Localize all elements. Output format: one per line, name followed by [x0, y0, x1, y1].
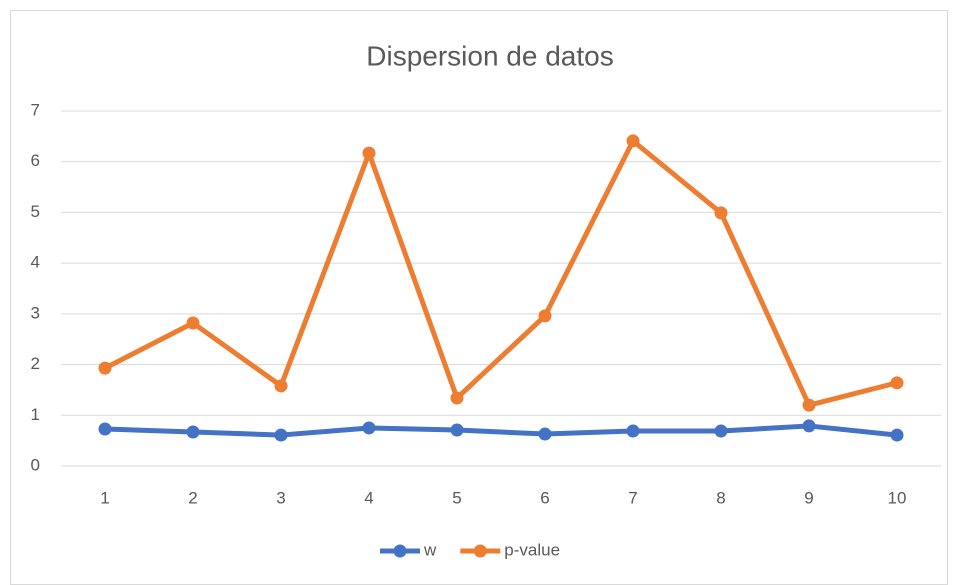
x-tick-label: 2: [188, 488, 197, 507]
point: [626, 134, 640, 148]
x-tick-label: 4: [364, 488, 373, 507]
chart-title: Dispersion de datos: [366, 40, 613, 71]
x-tick-label: 9: [804, 488, 813, 507]
point: [538, 309, 552, 323]
point: [186, 425, 200, 439]
x-tick-label: 6: [540, 488, 549, 507]
legend-marker: [473, 544, 487, 558]
point: [98, 361, 112, 375]
y-tick-label: 6: [31, 151, 40, 170]
chart-frame: [10, 10, 948, 585]
y-tick-label: 5: [31, 202, 40, 221]
point: [890, 376, 904, 390]
point: [626, 424, 640, 438]
point: [802, 398, 816, 412]
legend-label: w: [423, 540, 437, 559]
point: [802, 419, 816, 433]
point: [98, 422, 112, 436]
y-tick-label: 1: [31, 405, 40, 424]
x-tick-label: 3: [276, 488, 285, 507]
point: [186, 316, 200, 330]
series-line: [104, 423, 898, 438]
x-tick-label: 7: [628, 488, 637, 507]
y-tick-label: 4: [31, 253, 40, 272]
point: [450, 423, 464, 437]
legend-label: p-value: [504, 540, 560, 559]
point: [274, 428, 288, 442]
y-tick-label: 3: [31, 303, 40, 322]
x-tick-label: 5: [452, 488, 461, 507]
point: [890, 428, 904, 442]
point: [362, 421, 376, 435]
series-line: [103, 138, 898, 408]
point: [274, 379, 288, 393]
point: [714, 424, 728, 438]
point: [450, 391, 464, 405]
x-tick-label: 1: [100, 488, 109, 507]
x-tick-label: 10: [888, 488, 907, 507]
x-tick-label: 8: [716, 488, 725, 507]
point: [538, 427, 552, 441]
point: [362, 146, 376, 160]
y-tick-label: 0: [31, 455, 40, 474]
point: [714, 206, 728, 220]
legend-marker: [393, 544, 407, 558]
y-tick-label: 7: [31, 100, 40, 119]
y-tick-label: 2: [31, 354, 40, 373]
